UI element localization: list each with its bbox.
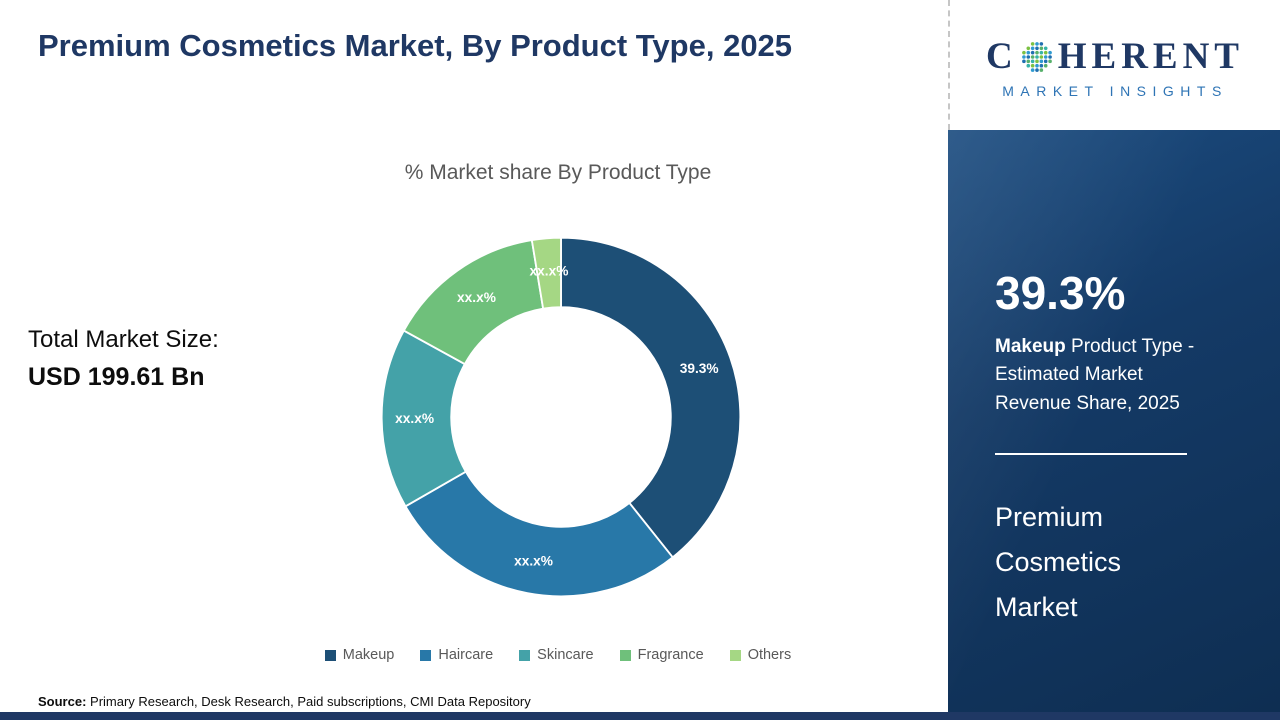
divider-line	[995, 453, 1187, 456]
market-name: Premium Cosmetics Market	[995, 495, 1246, 630]
legend-label: Skincare	[537, 647, 594, 663]
total-market-size-label: Total Market Size:	[28, 326, 219, 353]
total-market-size-value: USD 199.61 Bn	[28, 363, 205, 391]
legend-swatch	[324, 649, 336, 661]
slice-label-skincare: xx.x%	[395, 411, 434, 426]
legend-swatch	[420, 649, 432, 661]
slice-label-fragrance: xx.x%	[457, 290, 496, 305]
donut-chart-svg: 39.3% xx.x% xx.x% xx.x% xx.x%	[380, 236, 742, 598]
source-note: Source: Primary Research, Desk Research,…	[38, 694, 531, 709]
logo-letters-rest: HERENT	[1057, 36, 1244, 77]
donut-segment-others	[530, 236, 562, 310]
company-logo: C HERENT MARKET INSIGHTS	[948, 0, 1280, 130]
slice-label-others: xx.x%	[530, 264, 569, 279]
legend-item-fragrance: Fragrance	[619, 647, 704, 663]
donut-chart: 39.3% xx.x% xx.x% xx.x% xx.x%	[378, 234, 744, 600]
sidebar-highlight-panel: 39.3% Makeup Product Type - Estimated Ma…	[948, 130, 1280, 712]
source-text: Primary Research, Desk Research, Paid su…	[86, 694, 531, 709]
bottom-bar	[0, 712, 1280, 720]
slice-label-haircare: xx.x%	[514, 553, 553, 568]
legend-label: Makeup	[342, 647, 395, 663]
chart-legend: Makeup Haircare Skincare Fragrance Others	[248, 647, 868, 663]
legend-swatch	[729, 649, 741, 661]
logo-o-dotted-globe-icon	[1021, 41, 1052, 72]
chart-title: % Market share By Product Type	[404, 161, 712, 184]
source-label: Source:	[38, 694, 87, 709]
legend-item-makeup: Makeup	[324, 647, 395, 663]
logo-letter-c: C	[986, 36, 1018, 77]
market-name-line: Premium	[995, 502, 1104, 533]
legend-item-haircare: Haircare	[420, 647, 493, 663]
donut-segment-makeup	[560, 236, 742, 559]
page-title: Premium Cosmetics Market, By Product Typ…	[38, 28, 793, 63]
market-name-line: Market	[995, 592, 1078, 623]
slice-label-makeup: 39.3%	[680, 361, 719, 376]
legend-swatch	[619, 649, 631, 661]
total-market-size: Total Market Size: USD 199.61 Bn	[28, 326, 219, 392]
stat-description-rest: Product Type - Estimated Market Revenue …	[995, 335, 1195, 415]
right-sidebar: C HERENT MARKET INSIGHTS 39.3% Makeup Pr…	[948, 0, 1280, 712]
market-name-line: Cosmetics	[995, 547, 1122, 578]
legend-item-others: Others	[729, 647, 792, 663]
legend-label: Haircare	[438, 647, 494, 663]
stat-value: 39.3%	[995, 267, 1126, 319]
legend-item-skincare: Skincare	[519, 647, 594, 663]
main-panel: Premium Cosmetics Market, By Product Typ…	[28, 28, 868, 709]
logo-wordmark: C HERENT	[986, 35, 1244, 78]
donut-segment-haircare	[404, 470, 674, 598]
legend-swatch	[519, 649, 531, 661]
legend-label: Fragrance	[637, 647, 704, 663]
legend-label: Others	[747, 647, 792, 663]
stat-category: Makeup	[995, 335, 1066, 357]
logo-subtitle: MARKET INSIGHTS	[1002, 83, 1228, 99]
stat-description: Makeup Product Type - Estimated Market R…	[995, 333, 1211, 420]
